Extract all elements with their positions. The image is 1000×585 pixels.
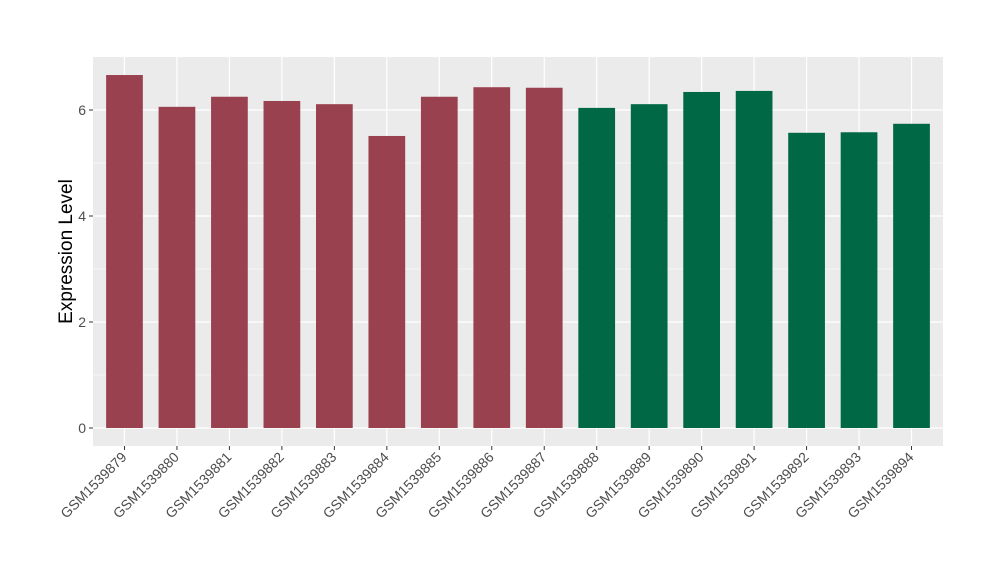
bar-GSM1539882	[263, 100, 301, 429]
y-tick-label: 4	[78, 208, 86, 224]
bar-GSM1539886	[473, 87, 511, 429]
bar-GSM1539883	[315, 104, 353, 429]
bar-GSM1539894	[893, 123, 930, 428]
bar-GSM1539885	[420, 96, 458, 428]
bar-GSM1539884	[368, 135, 406, 428]
bar-GSM1539880	[158, 106, 196, 428]
bar-GSM1539879	[106, 75, 143, 429]
y-tick-label: 2	[78, 314, 86, 330]
bar-GSM1539890	[683, 91, 721, 428]
bar-GSM1539892	[788, 132, 825, 429]
bar-GSM1539893	[840, 132, 878, 428]
y-axis-label: Expression Level	[56, 179, 77, 324]
bar-GSM1539889	[630, 104, 668, 429]
bar-GSM1539881	[211, 96, 248, 428]
y-tick-label: 0	[78, 420, 86, 436]
bar-GSM1539888	[578, 107, 616, 428]
bar-GSM1539891	[735, 90, 773, 429]
bar-GSM1539887	[525, 87, 563, 429]
y-tick-label: 6	[78, 102, 86, 118]
